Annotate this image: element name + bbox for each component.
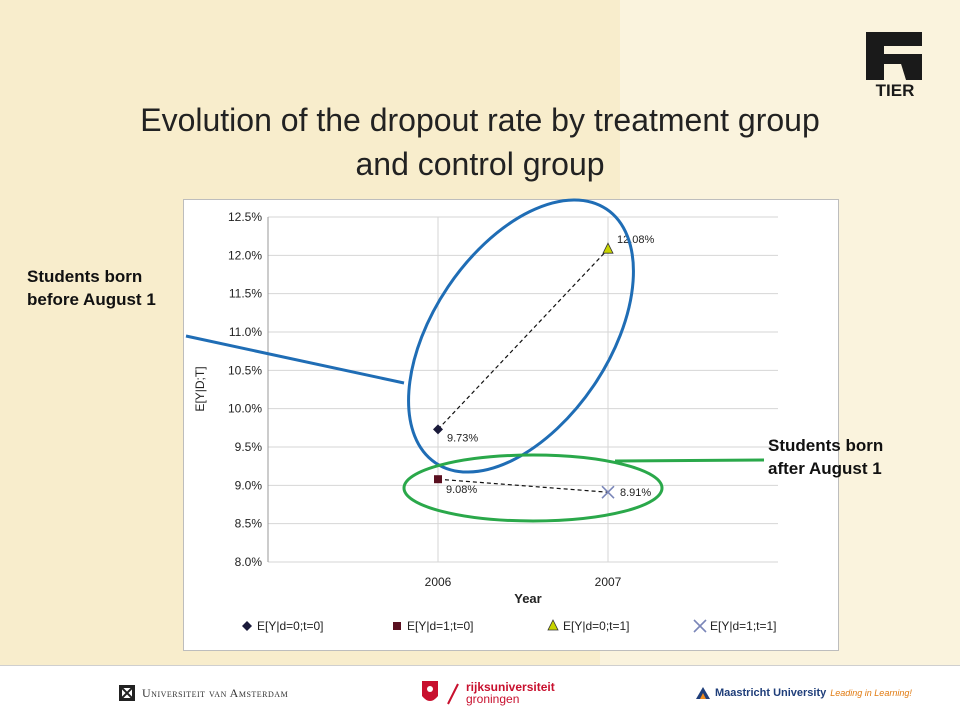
y-tick-label: 12.5% (228, 210, 262, 224)
slide-title: Evolution of the dropout rate by treatme… (60, 98, 900, 186)
footer-bar (0, 665, 960, 721)
y-axis-title: E[Y|D;T] (193, 366, 207, 411)
um-name: Maastricht University (715, 687, 827, 699)
before-callout-line (185, 334, 405, 385)
data-point (434, 475, 442, 484)
chart-frame (183, 199, 839, 651)
data-label: 8.91% (620, 487, 651, 499)
series-connector (437, 478, 609, 493)
x-tick-label: 2007 (595, 575, 622, 589)
after-group-ellipse (402, 453, 664, 523)
y-axis-ticks: 8.0% 8.5% 9.0% 9.5% 10.0% 10.5% 11.0% 11.5% 12.0… (228, 210, 262, 569)
slide-title-line2: and control group (355, 146, 605, 182)
before-group-ellipse (407, 198, 635, 474)
x-axis-title: Year (514, 591, 541, 606)
legend-label: E[Y|d=0;t=1] (563, 619, 630, 633)
legend-marker (547, 619, 559, 631)
series-connectors (437, 248, 609, 493)
uva-logo: Universiteit van Amsterdam (118, 680, 288, 706)
y-tick-label: 9.5% (235, 440, 263, 454)
y-tick-label: 12.0% (228, 248, 262, 262)
y-tick-label: 8.0% (235, 555, 263, 569)
y-tick-label: 10.5% (228, 363, 262, 377)
y-tick-label: 9.0% (235, 478, 263, 492)
legend-label: E[Y|d=1;t=0] (407, 619, 474, 633)
x-tick-label: 2006 (425, 575, 452, 589)
tier-logo: TIER (866, 32, 922, 100)
um-tagline: Leading in Learning! (830, 688, 912, 698)
uva-crest-icon (119, 685, 135, 701)
data-point (601, 485, 615, 499)
callout-before-line1: Students born (27, 267, 143, 286)
um-logo: Maastricht University Leading in Learnin… (695, 680, 912, 706)
callout-after-line2: after August 1 (768, 459, 882, 478)
callout-before-august: Students born before August 1 (27, 265, 217, 311)
rug-logo: rijksuniversiteit groningen (418, 680, 555, 706)
y-tick-label: 11.5% (229, 287, 262, 301)
series-connector (437, 248, 609, 430)
callout-before-line2: before August 1 (27, 290, 156, 309)
uva-name: Universiteit van Amsterdam (142, 685, 289, 700)
callout-after-line1: Students born (768, 436, 884, 455)
legend-marker (242, 621, 252, 631)
data-label: 9.73% (447, 432, 478, 444)
tier-logo-text: TIER (876, 81, 915, 100)
chart-grid (267, 216, 778, 563)
legend-marker (693, 619, 707, 633)
slide-title-line1: Evolution of the dropout rate by treatme… (140, 102, 820, 138)
x-axis-ticks: 2006 2007 (425, 575, 622, 589)
after-callout-line (614, 458, 765, 463)
legend-label: E[Y|d=0;t=0] (257, 619, 324, 633)
y-tick-label: 8.5% (235, 517, 263, 531)
data-markers (433, 242, 615, 499)
rug-crest-icon (422, 681, 459, 705)
data-point (602, 242, 614, 254)
data-label: 9.08% (446, 484, 477, 496)
um-logo-icon (696, 687, 710, 699)
y-tick-label: 11.0% (229, 325, 262, 339)
rug-name-line1: rijksuniversiteit (466, 680, 555, 694)
data-label: 12.08% (617, 234, 655, 246)
callout-after-august: Students born after August 1 (768, 434, 948, 480)
chart-legend: E[Y|d=0;t=0] E[Y|d=1;t=0] E[Y|d=0;t=1] E[Y|… (242, 619, 777, 633)
rug-name-line2: groningen (466, 692, 520, 706)
data-point (433, 424, 443, 435)
legend-label: E[Y|d=1;t=1] (710, 619, 777, 633)
legend-marker (393, 622, 401, 630)
y-tick-label: 10.0% (228, 402, 262, 416)
